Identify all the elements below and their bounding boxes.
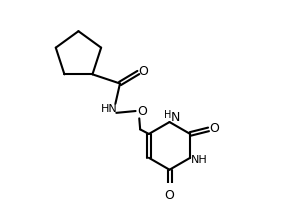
Text: O: O xyxy=(138,65,148,78)
Text: NH: NH xyxy=(191,155,208,165)
Text: O: O xyxy=(209,122,219,135)
Text: HN: HN xyxy=(100,104,117,114)
Text: O: O xyxy=(137,105,147,118)
Text: O: O xyxy=(165,189,175,200)
Text: N: N xyxy=(170,111,180,124)
Text: H: H xyxy=(164,110,171,120)
